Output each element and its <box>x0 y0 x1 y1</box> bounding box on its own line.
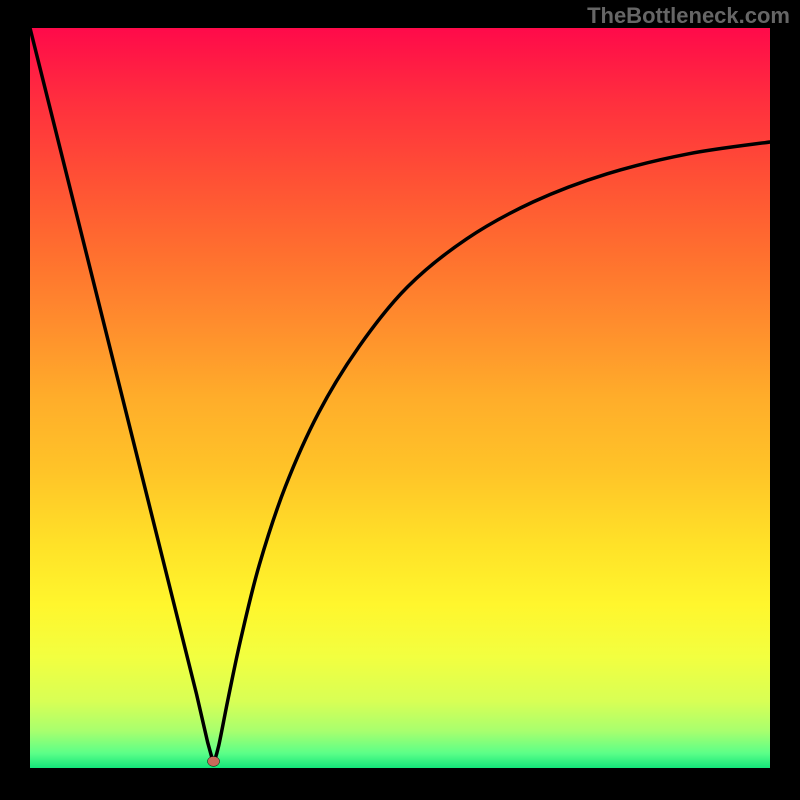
plot-background <box>30 28 770 768</box>
chart-svg <box>0 0 800 800</box>
optimal-point-marker <box>208 756 220 766</box>
bottleneck-chart: TheBottleneck.com <box>0 0 800 800</box>
watermark-label: TheBottleneck.com <box>587 3 790 29</box>
